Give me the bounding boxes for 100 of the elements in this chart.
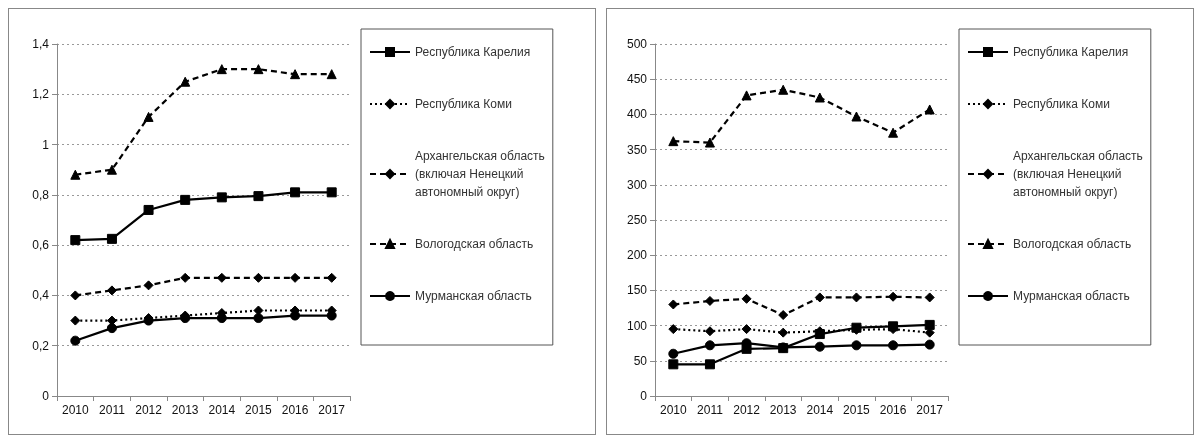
point — [668, 359, 679, 370]
point — [668, 324, 679, 335]
point — [143, 111, 154, 122]
point — [253, 64, 264, 75]
point — [851, 292, 862, 303]
point — [216, 192, 227, 203]
y-tick-label: 0 — [42, 389, 50, 403]
x-tick-label: 2016 — [879, 403, 907, 417]
y-tick-label: 100 — [626, 318, 648, 333]
point — [290, 69, 301, 80]
y-tick-label: 0,8 — [32, 187, 50, 202]
point — [704, 340, 715, 351]
x-tick-label: 2011 — [99, 403, 126, 417]
y-tick-label: 250 — [626, 213, 648, 227]
point — [741, 324, 752, 335]
point — [741, 90, 752, 101]
point — [668, 299, 679, 310]
x-tick-label: 2011 — [697, 403, 724, 417]
point — [814, 92, 825, 103]
point — [778, 327, 789, 338]
x-tick-label: 2015 — [843, 403, 871, 417]
legend-label: Архангельская область (включая Ненецкий автономный округ) — [415, 149, 545, 199]
y-tick-label: 500 — [626, 37, 648, 51]
y-tick-label: 150 — [626, 283, 648, 298]
y-tick-label: 350 — [626, 142, 648, 157]
point — [180, 194, 191, 205]
legend-label: Мурманская область — [1013, 289, 1130, 303]
y-tick-label: 450 — [626, 72, 648, 87]
y-tick-label: 0,4 — [32, 288, 50, 303]
point — [778, 84, 789, 95]
point — [143, 280, 154, 291]
point — [253, 313, 264, 324]
point — [814, 292, 825, 303]
y-tick-label: 50 — [633, 353, 648, 368]
x-tick-label: 2014 — [806, 403, 834, 417]
point — [106, 164, 117, 175]
point — [888, 340, 899, 351]
point — [704, 137, 715, 148]
point — [741, 293, 752, 304]
x-tick-label: 2012 — [733, 403, 761, 417]
point — [924, 292, 935, 303]
x-tick-label: 2014 — [208, 403, 236, 417]
point — [851, 111, 862, 122]
point — [704, 326, 715, 337]
point — [290, 272, 301, 283]
x-tick-label: 2013 — [769, 403, 797, 417]
point — [143, 204, 154, 215]
legend-label: Республика Карелия — [415, 45, 531, 59]
y-tick-label: 1,4 — [32, 37, 50, 51]
x-tick-label: 2017 — [318, 403, 346, 417]
point — [180, 76, 191, 87]
point — [180, 272, 191, 283]
point — [924, 319, 935, 330]
point — [704, 295, 715, 306]
point — [741, 343, 752, 354]
y-tick-label: 1 — [42, 137, 50, 152]
point — [290, 187, 301, 198]
x-tick-label: 2016 — [281, 403, 309, 417]
y-tick-label: 0 — [640, 389, 648, 403]
point — [70, 335, 81, 346]
legend-label: Республика Карелия — [1013, 45, 1129, 59]
point — [216, 64, 227, 75]
legend-label: Республика Коми — [415, 97, 512, 111]
x-tick-label: 2013 — [171, 403, 199, 417]
point — [668, 136, 679, 147]
y-tick-label: 0,6 — [32, 238, 50, 253]
point — [106, 285, 117, 296]
y-tick-label: 1,2 — [32, 87, 50, 102]
legend-label: Архангельская область (включая Ненецкий автономный округ) — [1013, 149, 1143, 199]
x-tick-label: 2010 — [659, 403, 687, 417]
point — [70, 290, 81, 301]
x-tick-label: 2010 — [61, 403, 89, 417]
point — [326, 69, 337, 80]
y-tick-label: 0,2 — [32, 338, 50, 353]
point — [778, 310, 789, 321]
point — [704, 359, 715, 370]
point — [924, 104, 935, 115]
point — [668, 348, 679, 359]
point — [253, 191, 264, 202]
point — [70, 169, 81, 180]
legend-label: Республика Коми — [1013, 97, 1110, 111]
y-tick-label: 300 — [626, 177, 648, 192]
legend-label: Вологодская область — [1013, 237, 1132, 251]
x-tick-label: 2015 — [245, 403, 273, 417]
point — [70, 315, 81, 326]
x-tick-label: 2012 — [135, 403, 163, 417]
point — [106, 233, 117, 244]
point — [814, 341, 825, 352]
point — [106, 323, 117, 334]
point — [888, 127, 899, 138]
point — [924, 339, 935, 350]
point — [253, 272, 264, 283]
point — [70, 235, 81, 246]
y-tick-label: 200 — [626, 248, 648, 263]
legend-label: Вологодская область — [415, 237, 534, 251]
legend-label: Мурманская область — [415, 289, 532, 303]
x-tick-label: 2017 — [916, 403, 944, 417]
y-tick-label: 400 — [626, 107, 648, 122]
point — [851, 340, 862, 351]
point — [326, 187, 337, 198]
